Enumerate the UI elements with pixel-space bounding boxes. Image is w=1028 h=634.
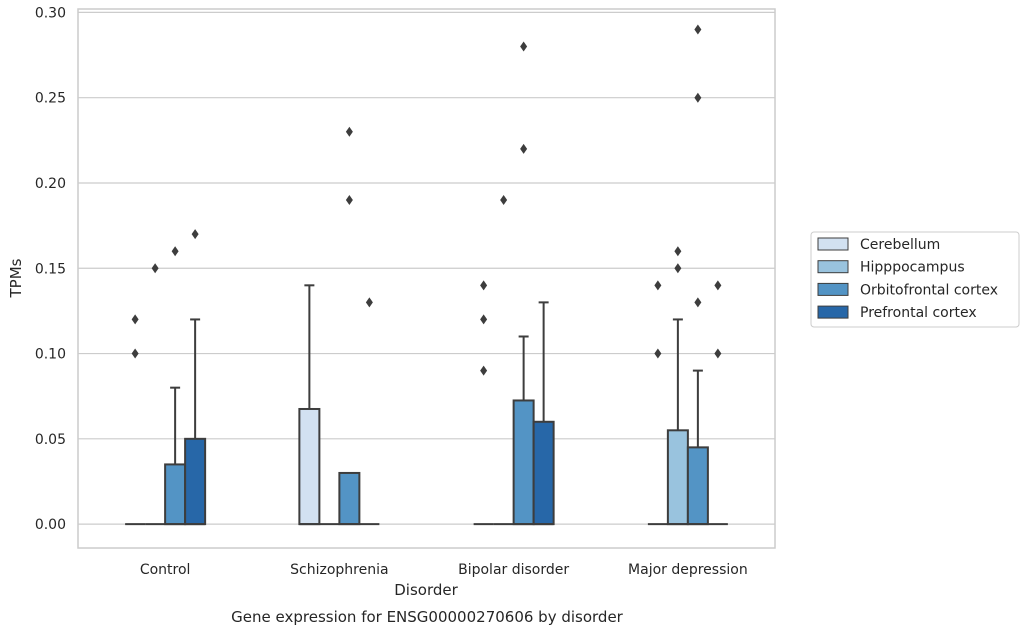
outlier-marker xyxy=(345,126,353,137)
outlier-marker xyxy=(674,246,682,257)
box-body xyxy=(532,420,555,526)
chart-caption: Gene expression for ENSG00000270606 by d… xyxy=(231,608,624,626)
outlier-marker xyxy=(480,280,488,291)
box-prefrontal-cortex xyxy=(707,280,728,526)
outlier-marker xyxy=(345,195,353,206)
y-tick-label: 0.25 xyxy=(35,91,66,107)
outlier-marker xyxy=(500,195,508,206)
legend-label: Prefrontal cortex xyxy=(860,305,977,321)
legend-label: Hipppocampus xyxy=(860,260,965,276)
box-prefrontal-cortex xyxy=(184,229,207,526)
legend-swatch xyxy=(817,305,849,319)
box-prefrontal-cortex xyxy=(359,297,380,526)
outlier-marker xyxy=(714,348,722,359)
outlier-marker xyxy=(520,41,528,52)
y-tick-label: 0.10 xyxy=(35,347,66,363)
box-body xyxy=(512,399,535,526)
outlier-marker xyxy=(694,24,702,35)
plot-frame xyxy=(77,8,776,549)
x-axis-ticks: Control Schizophrenia Bipolar disorder Majo… xyxy=(140,562,748,578)
x-tick-label: Major depression xyxy=(628,562,748,578)
legend-swatch xyxy=(817,282,849,296)
outlier-marker xyxy=(714,280,722,291)
y-tick-label: 0.30 xyxy=(35,5,66,21)
box-hipppocampus xyxy=(666,246,689,526)
box-hipppocampus xyxy=(145,263,166,526)
box-orbitofrontal-cortex xyxy=(686,24,709,526)
outlier-marker xyxy=(151,263,159,274)
box-orbitofrontal-cortex xyxy=(338,126,361,526)
box-cerebellum xyxy=(473,280,494,526)
outlier-marker xyxy=(480,314,488,325)
box-series xyxy=(125,24,728,526)
box-body xyxy=(164,463,187,526)
box-body xyxy=(298,407,321,526)
y-axis-ticks: 0.00 0.05 0.10 0.15 0.20 0.25 0.30 xyxy=(35,5,66,533)
outlier-marker xyxy=(654,348,662,359)
box-hipppocampus xyxy=(493,195,514,526)
box-cerebellum xyxy=(647,280,668,526)
box-orbitofrontal-cortex xyxy=(164,246,187,526)
x-tick-label: Schizophrenia xyxy=(290,562,388,578)
box-body xyxy=(184,437,207,526)
outlier-marker xyxy=(480,365,488,376)
outlier-marker xyxy=(694,297,702,308)
box-body xyxy=(686,446,709,526)
legend: Cerebellum Hipppocampus Orbitofrontal cort… xyxy=(810,231,1020,328)
y-tick-label: 0.15 xyxy=(35,261,66,277)
legend-swatch xyxy=(817,237,849,251)
outlier-marker xyxy=(191,229,199,240)
legend-swatch xyxy=(817,260,849,274)
legend-frame xyxy=(810,231,1020,328)
box-body xyxy=(338,471,361,526)
outlier-marker xyxy=(171,246,179,257)
x-tick-label: Control xyxy=(140,562,191,578)
outlier-marker xyxy=(520,143,528,154)
y-tick-label: 0.20 xyxy=(35,176,66,192)
box-cerebellum xyxy=(298,284,321,526)
outlier-marker xyxy=(131,314,139,325)
outlier-marker xyxy=(654,280,662,291)
outlier-marker xyxy=(674,263,682,274)
y-tick-label: 0.05 xyxy=(35,432,66,448)
legend-label: Orbitofrontal cortex xyxy=(860,282,998,298)
outlier-marker xyxy=(365,297,373,308)
x-tick-label: Bipolar disorder xyxy=(458,562,569,578)
box-cerebellum xyxy=(125,314,146,526)
legend-label: Cerebellum xyxy=(860,237,940,253)
y-tick-label: 0.00 xyxy=(35,517,66,533)
y-axis-label: TPMs xyxy=(7,258,25,298)
box-prefrontal-cortex xyxy=(532,301,555,526)
outlier-marker xyxy=(694,92,702,103)
outlier-marker xyxy=(131,348,139,359)
box-body xyxy=(666,429,689,526)
x-axis-label: Disorder xyxy=(394,581,458,599)
box-orbitofrontal-cortex xyxy=(512,41,535,526)
